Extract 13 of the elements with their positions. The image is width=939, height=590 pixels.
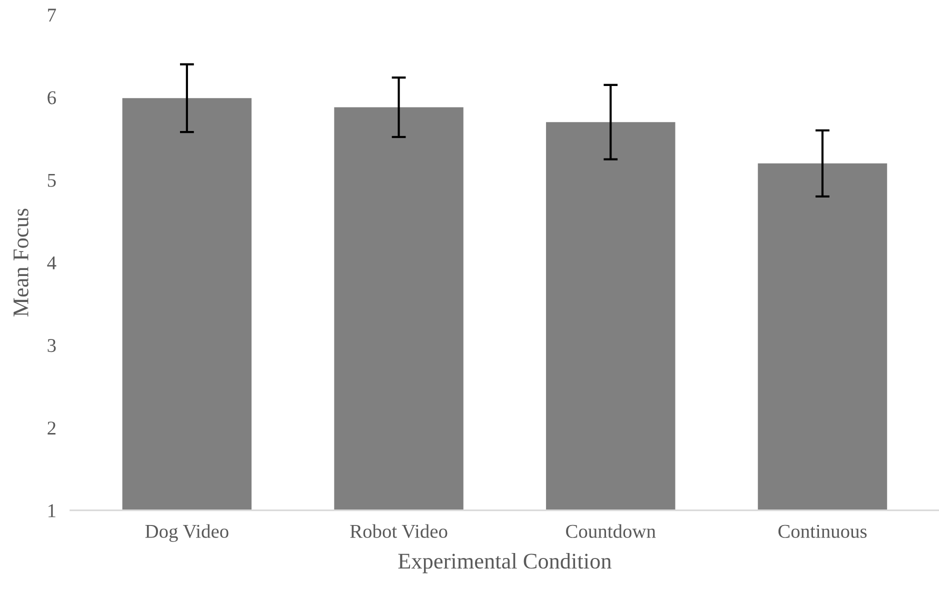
y-tick-label: 6 <box>48 91 56 104</box>
x-tick-label: Countdown <box>566 524 656 538</box>
x-tick-label: Dog Video <box>145 524 228 542</box>
x-axis-title: Experimental Condition <box>398 553 612 574</box>
x-tick-label: Robot Video <box>350 524 448 538</box>
x-tick-label: Continuous <box>778 524 867 538</box>
y-tick-label: 4 <box>47 256 56 270</box>
y-tick-label: 5 <box>48 174 56 187</box>
y-tick-label: 1 <box>48 504 56 518</box>
y-axis-title: Mean Focus <box>14 208 28 317</box>
y-tick-label: 2 <box>48 422 56 434</box>
y-tick-label: 3 <box>48 339 56 352</box>
y-tick-label: 7 <box>48 8 56 22</box>
